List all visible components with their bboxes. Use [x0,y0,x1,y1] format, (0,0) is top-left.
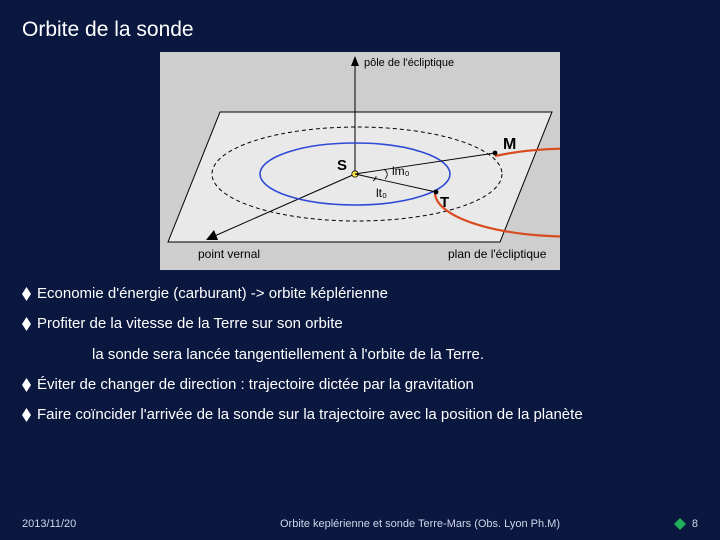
label-pole: pôle de l'écliptique [364,57,454,69]
indented-text: la sonde sera lancée tangentiellement à … [92,345,698,365]
bullet-item: Éviter de changer de direction : traject… [22,375,698,395]
diamond-bullet-icon [22,287,31,301]
label-plane: plan de l'écliptique [448,247,547,261]
diamond-bullet-icon [22,378,31,392]
label-sun: S [337,157,347,174]
footer: 2013/11/20 Orbite keplérienne et sonde T… [0,518,720,530]
diamond-bullet-icon [22,317,31,331]
page-number: 8 [692,518,698,530]
bullet-list: Economie d'énergie (carburant) -> orbite… [22,284,698,425]
diamond-bullet-icon [22,408,31,422]
label-vernal: point vernal [198,247,260,261]
footer-caption: Orbite keplérienne et sonde Terre-Mars (… [182,518,658,530]
orbit-diagram: pôle de l'écliptique S M T lm₀ lt₀ point… [160,52,560,270]
label-lm0: lm₀ [392,164,410,178]
bullet-item: Faire coïncider l'arrivée de la sonde su… [22,405,698,425]
label-lt0: lt₀ [376,186,387,200]
label-earth: T [440,194,449,211]
bullet-text: Faire coïncider l'arrivée de la sonde su… [37,405,698,425]
bullet-text: Economie d'énergie (carburant) -> orbite… [37,284,698,304]
label-mars: M [503,136,516,153]
bullet-item: Profiter de la vitesse de la Terre sur s… [22,314,698,334]
bullet-item: Economie d'énergie (carburant) -> orbite… [22,284,698,304]
footer-date: 2013/11/20 [22,518,182,530]
slide: Orbite de la sonde [0,0,720,540]
footer-diamond-icon [674,518,686,530]
figure-container: pôle de l'écliptique S M T lm₀ lt₀ point… [22,52,698,270]
bullet-text: Profiter de la vitesse de la Terre sur s… [37,314,698,334]
slide-title: Orbite de la sonde [22,18,698,42]
bullet-text: Éviter de changer de direction : traject… [37,375,698,395]
